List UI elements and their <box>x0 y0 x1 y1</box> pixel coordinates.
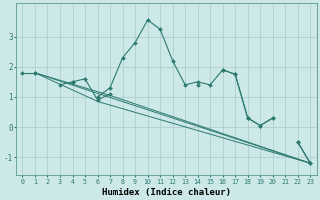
X-axis label: Humidex (Indice chaleur): Humidex (Indice chaleur) <box>102 188 231 197</box>
